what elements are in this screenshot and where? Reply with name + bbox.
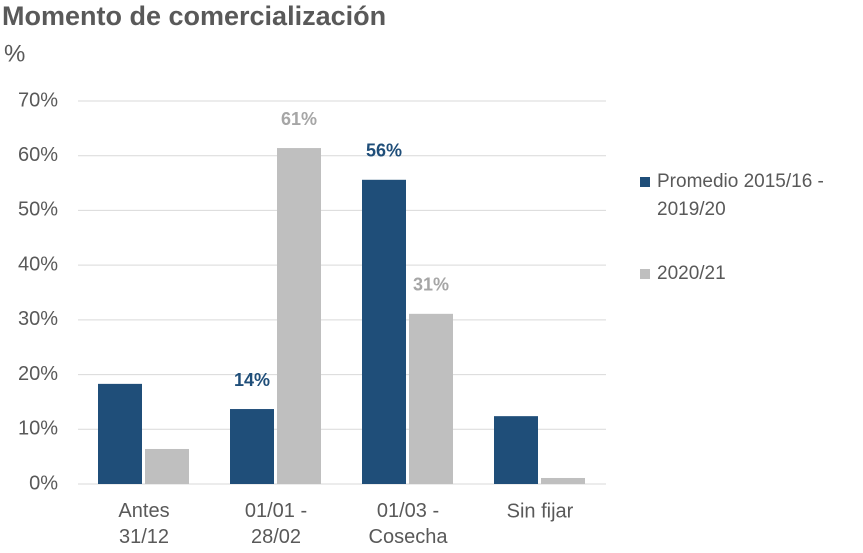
y-tick-label: 60% [18,144,58,166]
y-tick-label: 50% [18,199,58,221]
bar [541,477,585,484]
bar [98,383,142,484]
data-label: 56% [366,141,402,161]
data-label: 14% [234,370,270,390]
bar [145,448,189,484]
bar [230,409,274,484]
legend-label: 2020/21 [657,263,726,284]
chart-subtitle: % [4,40,25,67]
x-tick-label: Antes 31/12 [118,500,169,548]
bar [494,416,538,484]
y-tick-label: 70% [18,89,58,111]
x-tick-label: 01/03 -Cosecha [369,500,449,548]
bar [277,148,321,484]
y-tick-label: 0% [29,472,58,494]
legend-swatch [640,269,650,279]
x-tick-label: 01/01 -28/02 [245,500,307,548]
data-label: 31% [413,275,449,295]
data-label: 61% [281,109,317,129]
legend-swatch [640,177,650,187]
y-tick-label: 30% [18,308,58,330]
chart-title: Momento de comercialización [2,1,386,31]
bar [409,313,453,484]
y-tick-label: 10% [18,418,58,440]
y-tick-label: 20% [18,363,58,385]
legend-label: Promedio 2015/16 -2019/20 [657,171,824,220]
y-tick-label: 40% [18,253,58,275]
x-tick-label: Sin fijar [507,500,574,522]
bar [362,179,406,484]
